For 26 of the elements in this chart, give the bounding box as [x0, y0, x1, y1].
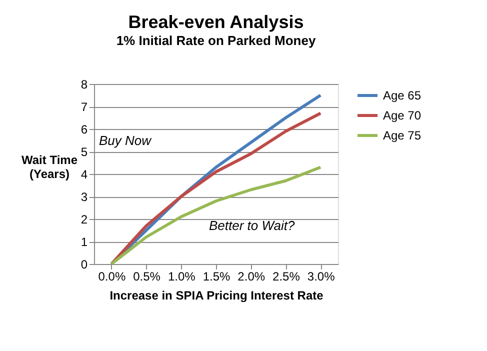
- x-tick-label: 1.5%: [202, 270, 230, 284]
- chart-title: Break-even Analysis: [128, 12, 304, 32]
- legend-label: Age 65: [383, 88, 422, 102]
- x-tick-label: 1.0%: [168, 270, 196, 284]
- y-tick-label: 8: [80, 78, 88, 92]
- x-tick-label: 0.0%: [98, 270, 126, 284]
- legend-label: Age 70: [383, 108, 422, 122]
- line-series: [110, 166, 322, 266]
- y-tick-label: 2: [80, 212, 88, 226]
- chart-subtitle: 1% Initial Rate on Parked Money: [116, 33, 316, 48]
- x-tick-label: 3.0%: [307, 270, 336, 284]
- y-tick-label: 0: [80, 258, 88, 272]
- y-tick-label: 4: [80, 168, 88, 182]
- annotation: Buy Now: [99, 133, 153, 148]
- x-axis-title: Increase in SPIA Pricing Interest Rate: [110, 288, 324, 302]
- x-tick-label: 2.0%: [238, 270, 266, 284]
- y-axis-title: Wait Time (Years): [21, 153, 78, 182]
- x-tick-label: 2.5%: [272, 270, 300, 284]
- annotation: Better to Wait?: [209, 218, 296, 233]
- y-tick-label: 5: [80, 145, 88, 159]
- legend-label: Age 75: [383, 128, 422, 142]
- y-tick-label: 1: [80, 235, 88, 249]
- y-tick-label: 7: [80, 100, 88, 114]
- x-tick-label: 0.5%: [133, 270, 161, 284]
- y-tick-label: 3: [80, 190, 88, 204]
- y-tick-label: 6: [80, 122, 88, 136]
